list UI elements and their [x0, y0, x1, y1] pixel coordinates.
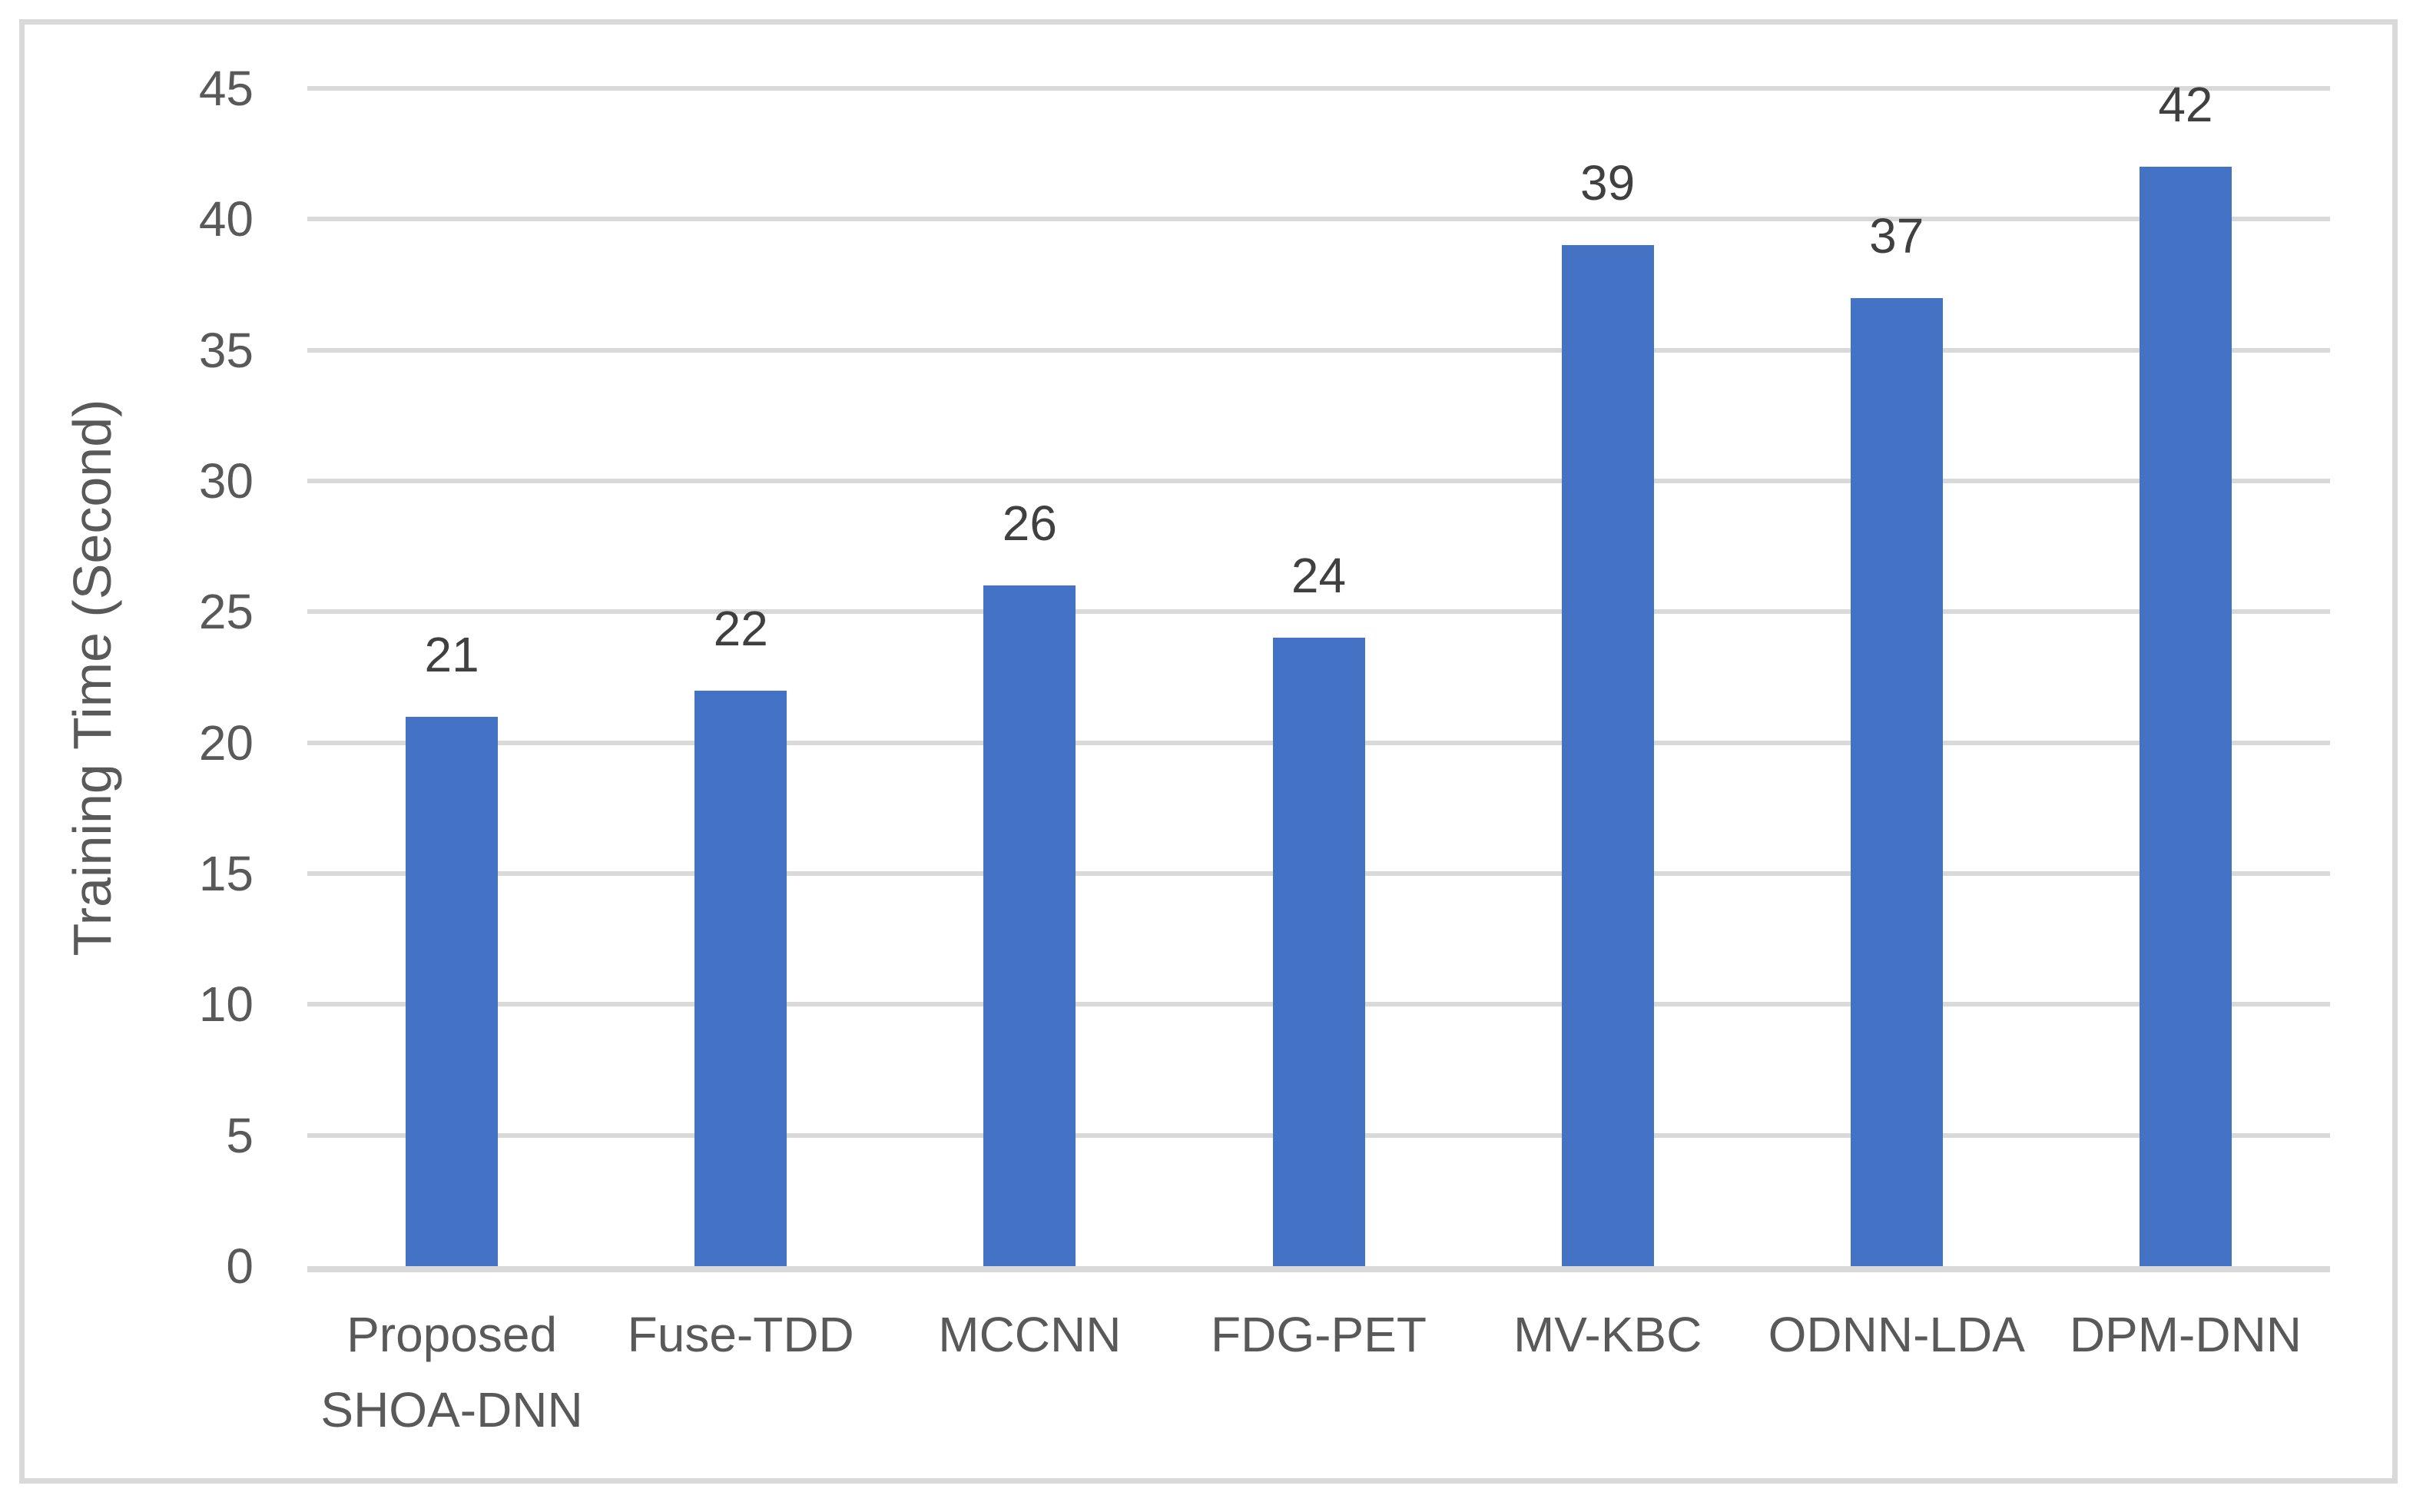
y-tick-label: 30 — [198, 453, 254, 509]
gridline — [307, 347, 2330, 353]
chart-border — [19, 19, 2398, 1484]
data-label: 39 — [1580, 155, 1636, 211]
data-label: 22 — [713, 600, 768, 656]
data-label: 26 — [1002, 496, 1057, 552]
gridline — [307, 479, 2330, 483]
x-axis-label: FDG-PET — [1211, 1307, 1427, 1362]
y-tick-label: 10 — [198, 976, 254, 1033]
y-tick-label: 5 — [226, 1107, 254, 1163]
data-label: 42 — [2158, 77, 2213, 133]
bar-dpm-dnn — [2139, 167, 2232, 1266]
bar-mccnn — [983, 585, 1076, 1266]
x-axis-label: Fuse-TDD — [627, 1307, 854, 1362]
bar-odnn-lda — [1850, 297, 1943, 1266]
y-tick-label: 45 — [198, 61, 254, 116]
plot-area: 21 22 26 24 39 37 42 — [307, 77, 2330, 1272]
y-tick-label: 15 — [198, 846, 254, 901]
bar-mv-kbc — [1561, 245, 1654, 1266]
x-axis-label: MCCNN — [938, 1307, 1122, 1362]
gridline — [307, 609, 2330, 615]
gridline — [307, 86, 2330, 91]
y-tick-label: 25 — [198, 584, 254, 640]
x-axis-line — [307, 1266, 2330, 1272]
x-axis-label: DPM-DNN — [2069, 1307, 2302, 1362]
y-tick-label: 20 — [198, 715, 254, 771]
data-label: 21 — [424, 626, 479, 682]
x-axis-label: MV-KBC — [1513, 1307, 1702, 1362]
y-tick-label: 0 — [226, 1238, 254, 1294]
data-label: 37 — [1869, 207, 1924, 264]
bar-fdg-pet — [1272, 638, 1365, 1266]
gridline — [307, 217, 2330, 222]
data-label: 24 — [1291, 548, 1347, 604]
y-tick-label: 35 — [198, 322, 254, 378]
bar-fuse-tdd — [694, 690, 787, 1266]
x-axis-label: Proposed SHOA-DNN — [320, 1307, 583, 1437]
y-tick-label: 40 — [198, 191, 254, 247]
bar-proposed-shoa-dnn — [406, 716, 499, 1266]
x-axis-label: ODNN-LDA — [1768, 1307, 2025, 1362]
